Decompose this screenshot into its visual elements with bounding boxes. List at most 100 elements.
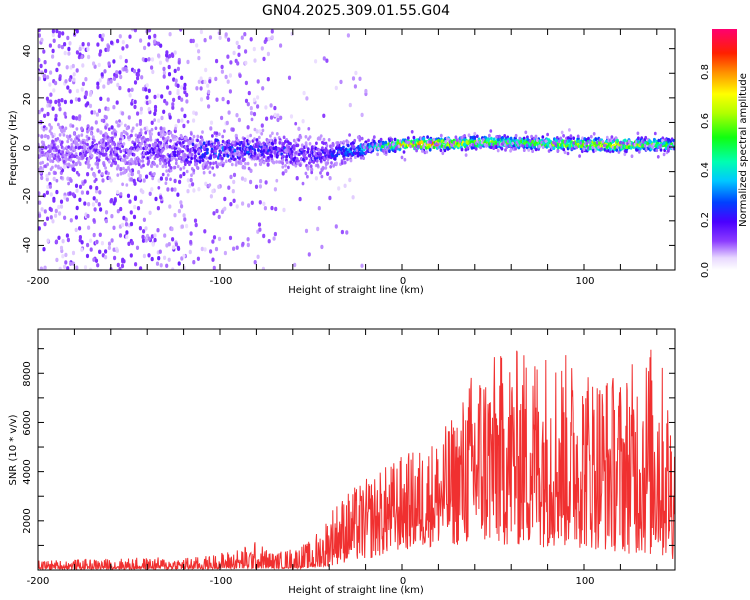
spectrogram-cell	[71, 250, 76, 256]
spectrogram-cell	[39, 63, 43, 69]
spectrogram-ticks	[37, 29, 675, 270]
spectrogram-cell	[422, 145, 426, 149]
spectrogram-cell	[217, 214, 221, 220]
spectrogram-cell	[616, 145, 619, 149]
spectrogram-cell	[257, 135, 261, 140]
spectrogram-cell	[236, 149, 239, 154]
spectrogram-cell	[65, 233, 69, 238]
spectrogram-cell	[321, 146, 324, 150]
spectrogram-cell	[55, 178, 59, 183]
spectrogram-cell	[361, 151, 365, 155]
spectrogram-cell	[220, 115, 224, 121]
spectrogram-cell	[168, 144, 172, 149]
spectrogram-cell	[99, 144, 102, 149]
spectrogram-cell	[246, 161, 250, 166]
spectrogram-cell	[258, 184, 262, 189]
spectrogram-cell	[52, 38, 56, 43]
spectrogram-cell	[112, 201, 116, 206]
spectrogram-cell	[315, 141, 318, 146]
spectrogram-cell	[279, 43, 283, 48]
spectrogram-cell	[100, 72, 104, 77]
spectrogram-cell	[91, 202, 95, 207]
spectrogram-cell	[174, 242, 178, 247]
spectrogram-cell	[270, 205, 274, 211]
spectrogram-cell	[500, 146, 504, 151]
spectrogram-cell	[87, 54, 91, 60]
spectrogram-cell	[157, 118, 161, 123]
spectrogram-cell	[582, 147, 586, 151]
spectrogram-cell	[54, 164, 58, 168]
spectrogram-cell	[231, 140, 235, 144]
snr-series-line	[38, 349, 675, 570]
spectrogram-cell	[490, 136, 493, 141]
spectrogram-cell	[348, 102, 352, 108]
spectrogram-cell	[212, 265, 216, 270]
spectrogram-cell	[213, 141, 217, 145]
spectrogram-cell	[126, 135, 130, 140]
spectrogram-cell	[101, 33, 105, 38]
spectrogram-cell	[557, 139, 561, 143]
spectrogram-cell	[259, 160, 263, 165]
spectrogram-cell	[241, 241, 245, 247]
spectrogram-cell	[324, 166, 328, 170]
spectrogram-cell	[389, 143, 392, 147]
spectrogram-cell	[230, 162, 234, 167]
spectrogram-cell	[322, 113, 326, 119]
spectrogram-cell	[288, 150, 292, 155]
spectrogram-cell	[563, 140, 567, 144]
spectrogram-cell	[584, 138, 588, 142]
spectrogram-cell	[155, 164, 159, 168]
spectrogram-cell	[80, 247, 84, 252]
spectrogram-cell	[320, 174, 324, 179]
spectrogram-cell	[74, 145, 78, 149]
spectrogram-cell	[360, 136, 364, 141]
spectrogram-cell	[509, 148, 513, 152]
spectrogram-cell	[166, 157, 170, 162]
spectrogram-cell	[38, 200, 42, 205]
spectrogram-cell	[118, 70, 122, 75]
spectrogram-cell	[360, 112, 364, 118]
spectrogram-cell	[325, 58, 329, 63]
spectrogram-cell	[99, 207, 103, 212]
spectrogram-cell	[165, 57, 169, 62]
spectrogram-cell	[72, 163, 75, 168]
spectrogram-frame	[37, 28, 676, 271]
spectrogram-cell	[271, 131, 274, 136]
spectrogram-cell	[168, 54, 172, 59]
spectrogram-cell	[351, 195, 355, 200]
spectrogram-cell	[136, 111, 140, 116]
spectrogram-cell	[409, 144, 413, 149]
spectrogram-cell	[119, 171, 123, 176]
spectrogram-cell	[150, 163, 154, 169]
spectrogram-cell	[193, 218, 198, 223]
spectrogram-cell	[132, 214, 137, 220]
spectrogram-cell	[91, 135, 95, 139]
spectrogram-cell	[249, 106, 253, 111]
spectrogram-cell	[585, 141, 589, 146]
spectrogram-cell	[138, 177, 142, 181]
spectrogram-cell	[426, 135, 429, 139]
spectrogram-cell	[51, 165, 54, 170]
spectrogram-cell	[258, 129, 262, 134]
spectrogram-cell	[139, 128, 143, 132]
spectrogram-cell	[80, 133, 84, 137]
spectrogram-cell	[81, 155, 85, 160]
spectrogram-cell	[208, 164, 212, 169]
spectrogram-cell	[180, 85, 184, 90]
spectrogram-cell	[190, 173, 193, 177]
spectrogram-cell	[64, 126, 68, 131]
spectrogram-cell	[110, 40, 114, 45]
spectrogram-cell	[43, 73, 47, 79]
spectrogram-cell	[111, 136, 114, 140]
spectrogram-cell	[108, 159, 111, 164]
spectrogram-cell	[95, 185, 99, 191]
spectrogram-cell	[79, 140, 83, 144]
spectrogram-cell	[275, 160, 278, 164]
spectrogram-cell	[43, 266, 47, 270]
spectrogram-cell	[232, 179, 236, 185]
spectrogram-cell	[92, 232, 96, 238]
spectrogram-cell	[159, 176, 163, 181]
spectrogram-cell	[330, 161, 333, 165]
spectrogram-cell	[48, 206, 52, 212]
spectrogram-cell	[155, 261, 160, 266]
